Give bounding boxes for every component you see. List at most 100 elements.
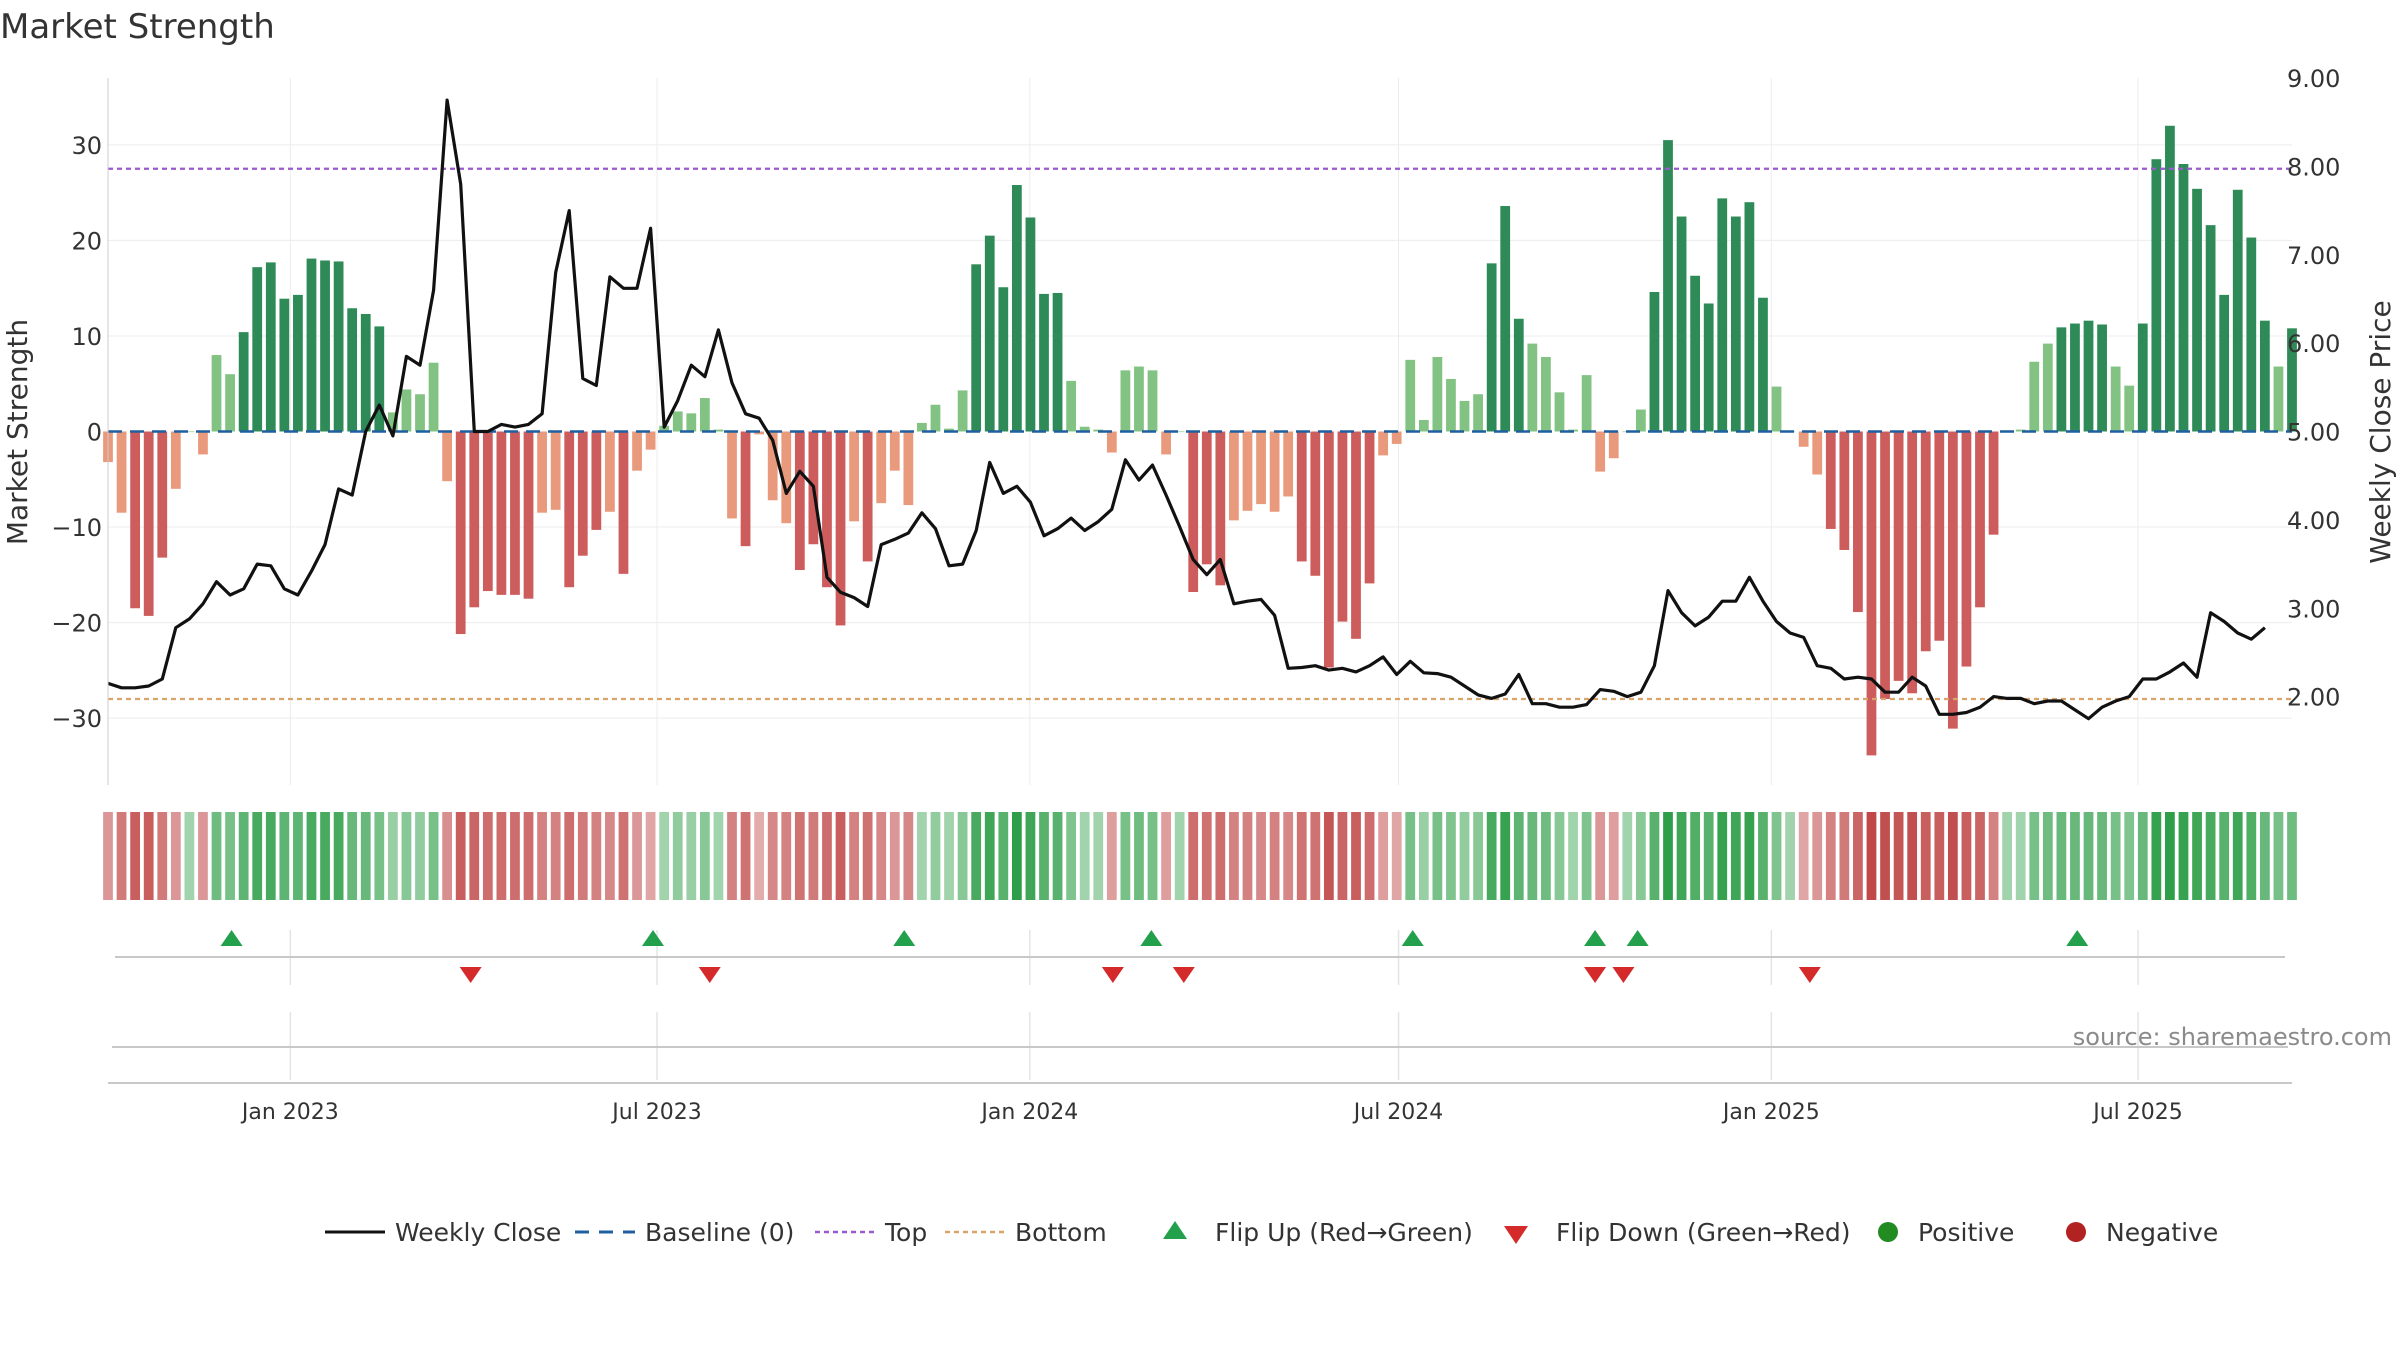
ribbon-cell [1446, 812, 1456, 900]
strength-ribbon [103, 812, 2297, 900]
ribbon-cell [1527, 812, 1538, 900]
ribbon-cell [550, 812, 561, 900]
strength-bar [1839, 431, 1850, 550]
legend-label: Positive [1918, 1218, 2014, 1247]
strength-bar [1229, 431, 1239, 521]
strength-bar [1690, 275, 1701, 432]
ribbon-cell [537, 812, 547, 900]
strength-bar [1663, 140, 1673, 432]
strength-bar [1866, 431, 1877, 756]
strength-bar [794, 431, 805, 571]
flip-up-marker [1140, 930, 1163, 946]
legend-label: Flip Down (Green→Red) [1556, 1218, 1851, 1247]
ribbon-cell [1595, 812, 1606, 900]
y2-tick-label: 8.00 [2287, 153, 2340, 181]
ribbon-cell [957, 812, 968, 900]
strength-bar [279, 298, 290, 432]
strength-bar [2287, 328, 2297, 432]
reference-lines [108, 167, 2292, 701]
strength-bar [1134, 366, 1144, 432]
ribbon-cell [1663, 812, 1673, 900]
strength-bar [1337, 431, 1348, 622]
ribbon-cell [198, 812, 208, 900]
strength-bar [781, 431, 792, 524]
ribbon-cell [618, 812, 629, 900]
ribbon-cell [211, 812, 222, 900]
ribbon-cell [2192, 812, 2202, 900]
ribbon-cell [2259, 812, 2270, 900]
strength-bar [2110, 366, 2121, 432]
strength-bar [1649, 292, 1660, 432]
strength-bar [957, 390, 968, 432]
strength-bar [1975, 431, 1985, 608]
ribbon-cell [903, 812, 914, 900]
ribbon-cell [1798, 812, 1809, 900]
strength-bar [740, 431, 751, 547]
ribbon-cell [2232, 812, 2243, 900]
flip-down-marker [698, 967, 721, 983]
ribbon-cell [1500, 812, 1511, 900]
strength-bar [944, 428, 954, 432]
y2-tick-label: 4.00 [2287, 507, 2340, 535]
ribbon-cell [143, 812, 154, 900]
ribbon-cell [1418, 812, 1429, 900]
strength-bar [767, 431, 778, 501]
ribbon-cell [2287, 812, 2297, 900]
ribbon-cell [686, 812, 697, 900]
ribbon-cell [1839, 812, 1850, 900]
strength-bar [1120, 370, 1131, 432]
strength-bar [632, 431, 642, 471]
ribbon-cell [1635, 812, 1646, 900]
strength-bar [1391, 431, 1402, 444]
strength-bar [1988, 431, 1999, 535]
strength-bar [822, 431, 832, 588]
ribbon-cell [442, 812, 453, 900]
ribbon-cell [2124, 812, 2135, 900]
ribbon-cell [1405, 812, 1416, 900]
strength-bar [1730, 216, 1741, 432]
strength-bar [2205, 225, 2216, 432]
ribbon-cell [415, 812, 425, 900]
ribbon-cell [1893, 812, 1904, 900]
x-tick-label: Jan 2023 [240, 1100, 339, 1125]
strength-bar [1066, 380, 1077, 432]
strength-bar [2097, 324, 2107, 432]
flip-down-marker [1798, 967, 1821, 983]
ribbon-cell [1947, 812, 1958, 900]
strength-bar [1201, 431, 1212, 565]
strength-bar [1635, 409, 1646, 432]
strength-bar [2165, 125, 2175, 432]
ribbon-cell [2219, 812, 2230, 900]
legend-label: Baseline (0) [645, 1218, 794, 1247]
strength-bar [1256, 431, 1266, 505]
ribbon-cell [2205, 812, 2216, 900]
ribbon-cell [1486, 812, 1497, 900]
strength-bar [455, 431, 466, 635]
legend-swatch [2066, 1222, 2086, 1242]
strength-bar [577, 431, 588, 556]
legend-label: Negative [2106, 1218, 2218, 1247]
ribbon-cell [930, 812, 941, 900]
strength-bar [293, 294, 303, 432]
x-tick-label: Jul 2025 [2091, 1100, 2183, 1125]
strength-bar [835, 431, 846, 626]
strength-bar [1432, 356, 1443, 432]
strength-bar [1676, 216, 1687, 432]
strength-bar [130, 431, 141, 609]
ribbon-cell [1188, 812, 1199, 900]
ribbon-cell [1622, 812, 1633, 900]
strength-bar [1513, 318, 1524, 432]
strength-bar [605, 431, 615, 512]
ribbon-cell [1730, 812, 1741, 900]
strength-bar [1364, 431, 1375, 584]
weekly-close-line-group [107, 98, 2266, 721]
ribbon-cell [944, 812, 954, 900]
ribbon-cell [1907, 812, 1918, 900]
ribbon-cell [2273, 812, 2284, 900]
ribbon-cell [1473, 812, 1483, 900]
ribbon-cell [1920, 812, 1931, 900]
ribbon-cell [564, 812, 575, 900]
ribbon-cell [1066, 812, 1077, 900]
ribbon-cell [794, 812, 805, 900]
ribbon-cell [130, 812, 141, 900]
